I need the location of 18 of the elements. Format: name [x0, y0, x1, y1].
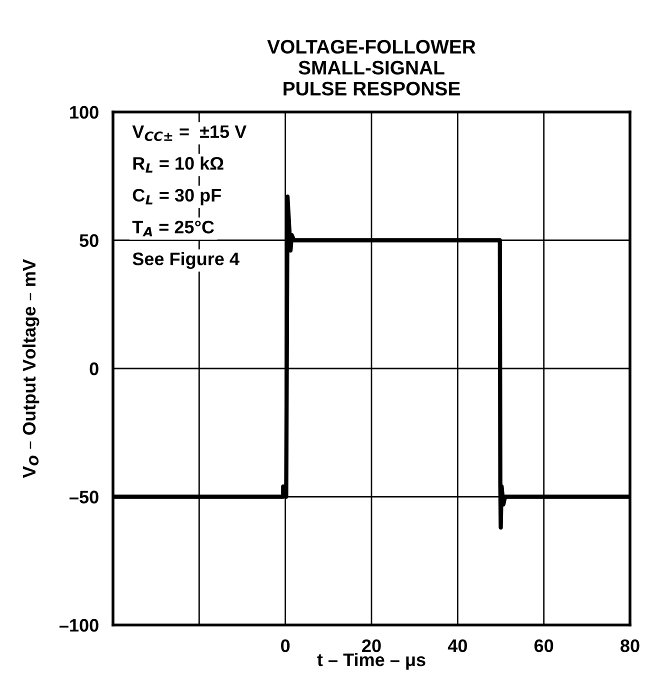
y-tick-label: 50	[80, 234, 98, 247]
annotation: C$_{L}$ = 30 pF	[132, 188, 221, 206]
y-axis-title: V$_{O}$ – Output Voltage – mV	[22, 259, 40, 478]
y-tick-label: –50	[70, 490, 98, 504]
x-axis-title: t – Time – μs	[317, 652, 426, 670]
y-tick-label: –100	[59, 618, 98, 632]
annotation: V$_{CC±}$ = ±15 V	[132, 125, 246, 142]
y-tick-label: 100	[70, 106, 98, 119]
annotation: T$_{A}$ = 25°C	[132, 220, 214, 236]
x-tick-label: 20	[362, 639, 381, 652]
x-tick-label: 80	[620, 639, 640, 652]
chart-title: VOLTAGE-FOLLOWER SMALL-SIGNAL PULSE RESPONSE	[267, 40, 476, 96]
x-tick-label: 40	[448, 639, 467, 652]
y-tick-label: 0	[90, 362, 98, 376]
x-tick-label: 0	[281, 639, 290, 652]
annotation: R$_{L}$ = 10 kΩ	[133, 156, 224, 173]
x-tick-label: 60	[534, 639, 554, 652]
annotation: See Figure 4	[132, 252, 240, 269]
